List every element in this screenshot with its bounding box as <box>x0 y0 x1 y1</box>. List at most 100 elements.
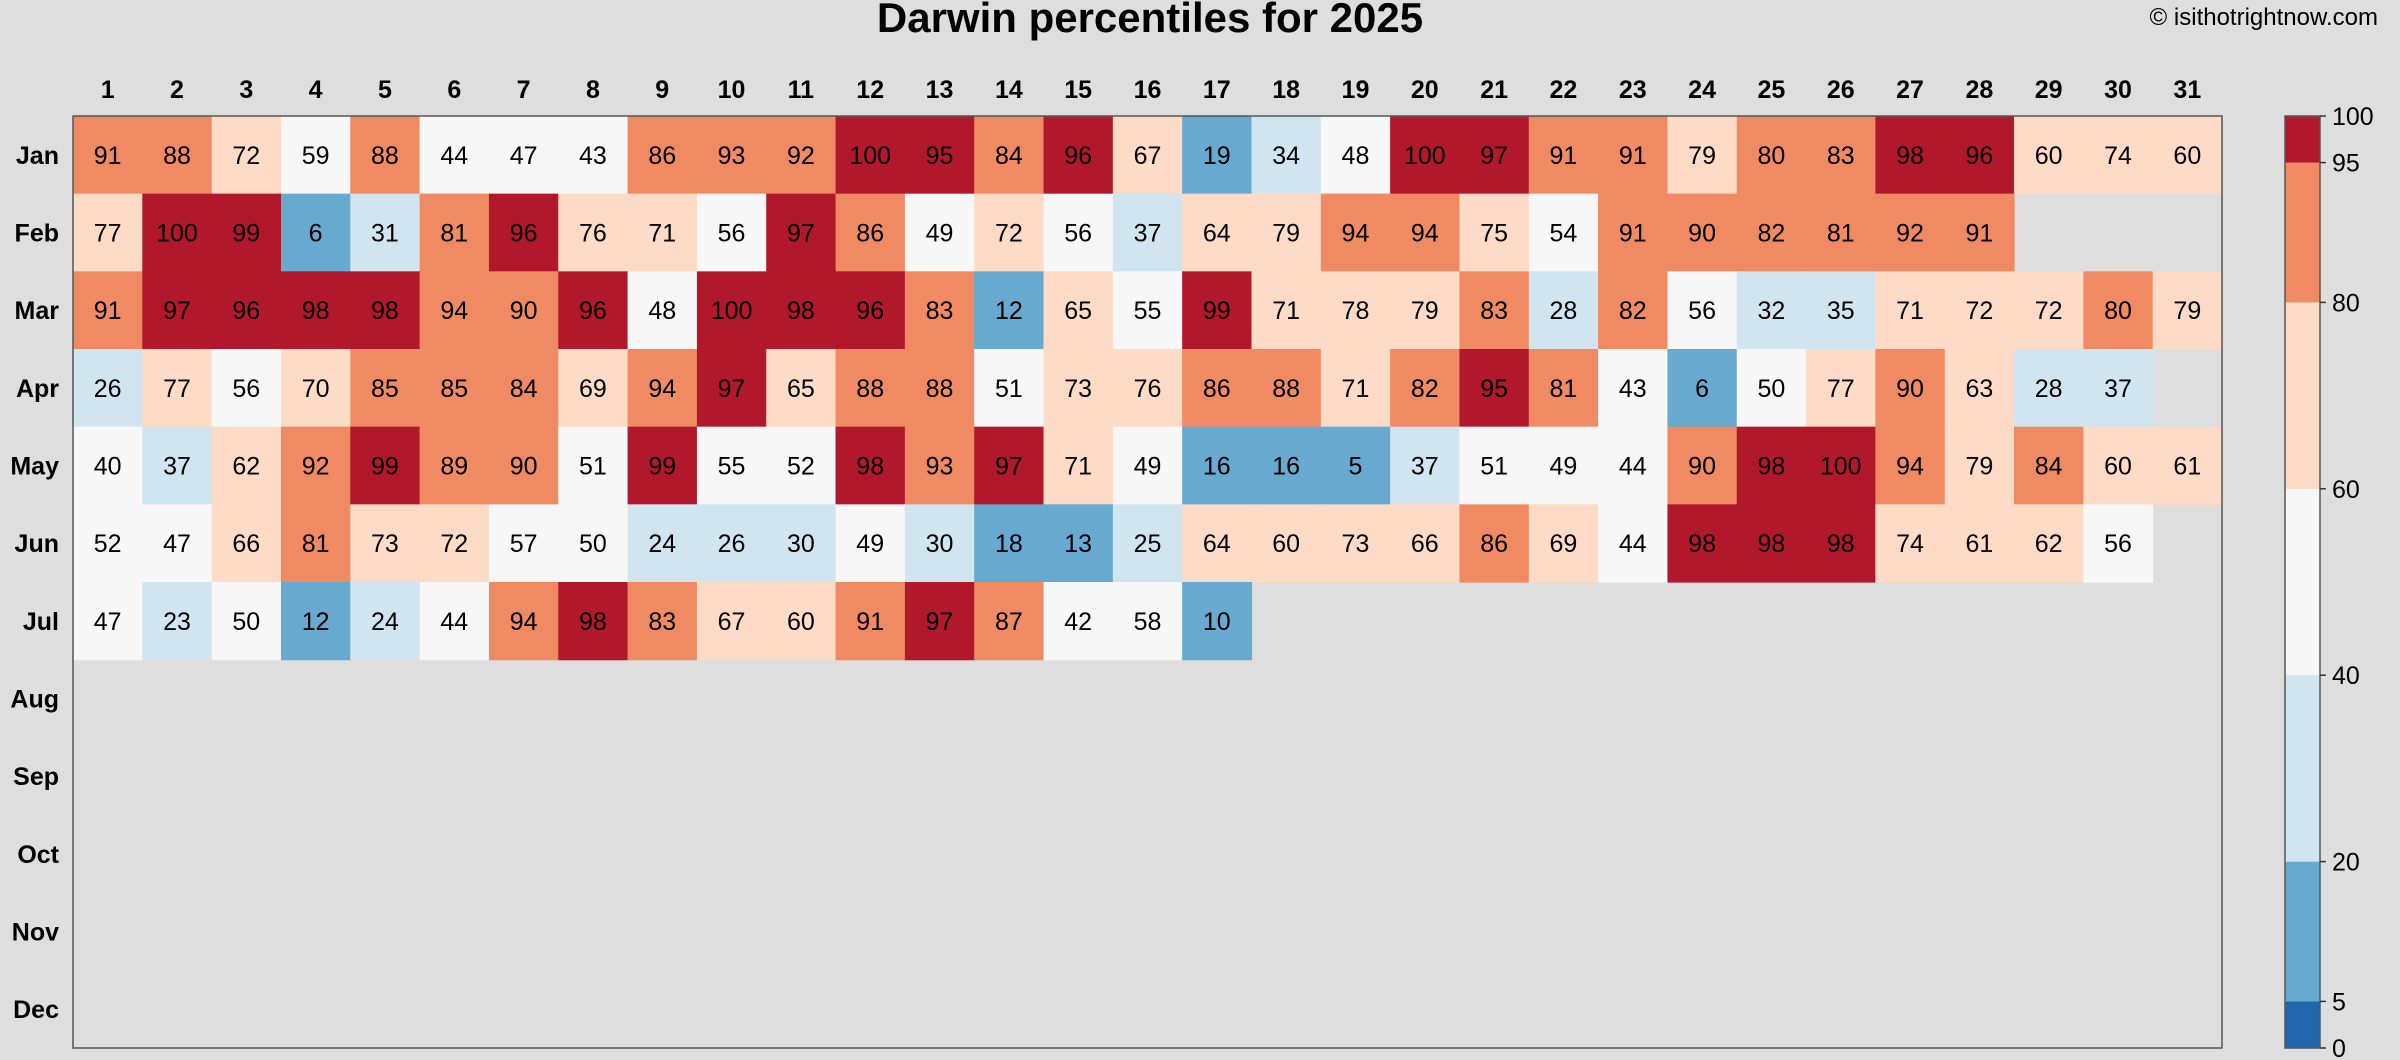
cell-value-label: 96 <box>1064 142 1092 170</box>
cell-value-label: 79 <box>2173 297 2201 325</box>
heatmap-cell-jun-28 <box>1944 504 2015 583</box>
cell-value-label: 56 <box>1064 220 1092 248</box>
heatmap-cell-mar-12 <box>835 271 906 350</box>
heatmap-cell-may-6 <box>419 426 490 505</box>
heatmap-cell-mar-29 <box>2014 271 2084 350</box>
x-tick-label: 6 <box>447 76 461 104</box>
cell-value-label: 96 <box>510 220 538 248</box>
cell-value-label: 72 <box>440 530 468 558</box>
heatmap-cell-jun-24 <box>1667 504 1738 583</box>
heatmap-cell-jan-20 <box>1390 116 1461 195</box>
cell-value-label: 60 <box>2104 453 2132 481</box>
y-tick-label: Sep <box>13 763 59 791</box>
cell-value-label: 32 <box>1757 297 1785 325</box>
x-tick-label: 5 <box>378 76 392 104</box>
heatmap-cell-jul-15 <box>1043 582 1114 661</box>
heatmap-cell-jan-10 <box>696 116 767 195</box>
heatmap-cell-jan-12 <box>835 116 906 195</box>
cell-value-label: 64 <box>1203 530 1231 558</box>
heatmap-cell-jun-1 <box>73 504 143 583</box>
cell-value-label: 12 <box>995 297 1023 325</box>
cell-value-label: 44 <box>1619 453 1647 481</box>
heatmap-cell-mar-16 <box>1112 271 1183 350</box>
colorbar-tick-label: 100 <box>2332 103 2374 131</box>
heatmap-cell-jan-30 <box>2083 116 2154 195</box>
heatmap-cell-mar-30 <box>2083 271 2154 350</box>
cell-value-label: 74 <box>1896 530 1924 558</box>
cell-value-label: 10 <box>1203 608 1231 636</box>
cell-value-label: 78 <box>1342 297 1370 325</box>
cell-value-label: 47 <box>94 608 122 636</box>
heatmap-cell-apr-17 <box>1182 349 1253 428</box>
heatmap-cell-jun-5 <box>350 504 421 583</box>
cell-value-label: 91 <box>94 297 122 325</box>
cell-value-label: 94 <box>1411 220 1439 248</box>
cell-value-label: 62 <box>2035 530 2063 558</box>
colorbar-tick-label: 80 <box>2332 289 2360 317</box>
heatmap-cell-feb-22 <box>1528 193 1599 272</box>
heatmap-cell-jun-19 <box>1320 504 1391 583</box>
x-tick-label: 25 <box>1757 76 1785 104</box>
x-tick-label: 24 <box>1688 76 1716 104</box>
copyright-watermark: © isithotrightnow.com <box>2149 4 2378 31</box>
cell-value-label: 90 <box>1688 220 1716 248</box>
x-tick-label: 22 <box>1550 76 1578 104</box>
cell-value-label: 85 <box>371 375 399 403</box>
cell-value-label: 23 <box>163 608 191 636</box>
cell-value-label: 83 <box>648 608 676 636</box>
heatmap-cell-may-10 <box>696 426 767 505</box>
cell-value-label: 61 <box>1965 530 1993 558</box>
heatmap-cell-jul-11 <box>766 582 837 661</box>
cell-value-label: 99 <box>648 453 676 481</box>
heatmap-cell-mar-28 <box>1944 271 2015 350</box>
heatmap-cell-jun-3 <box>211 504 282 583</box>
cell-value-label: 91 <box>1619 142 1647 170</box>
heatmap-cell-jul-9 <box>627 582 698 661</box>
heatmap-cell-jul-13 <box>904 582 975 661</box>
colorbar-bin <box>2285 302 2320 489</box>
cell-value-label: 98 <box>1896 142 1924 170</box>
cell-value-label: 56 <box>2104 530 2132 558</box>
heatmap-cell-jun-17 <box>1182 504 1253 583</box>
heatmap-cell-feb-25 <box>1736 193 1807 272</box>
heatmap-cell-may-19 <box>1320 426 1391 505</box>
cell-value-label: 98 <box>1757 453 1785 481</box>
x-tick-label: 8 <box>586 76 600 104</box>
heatmap-cell-may-15 <box>1043 426 1114 505</box>
cell-value-label: 95 <box>1480 375 1508 403</box>
heatmap-cell-jan-15 <box>1043 116 1114 195</box>
cell-value-label: 79 <box>1965 453 1993 481</box>
y-axis-ticks: Jan Feb Mar Apr May Jun Jul Aug Sep Oct Nov Dec <box>10 142 59 1024</box>
cell-value-label: 62 <box>232 453 260 481</box>
colorbar-frame <box>2284 115 2321 1049</box>
heatmap-cell-mar-11 <box>766 271 837 350</box>
cell-value-label: 65 <box>1064 297 1092 325</box>
cell-value-label: 13 <box>1064 530 1092 558</box>
cell-value-label: 98 <box>371 297 399 325</box>
cell-value-label: 90 <box>1688 453 1716 481</box>
heatmap-cell-mar-7 <box>488 271 559 350</box>
y-tick-label: Nov <box>12 919 59 947</box>
cell-value-label: 98 <box>1757 530 1785 558</box>
cell-value-label: 30 <box>926 530 954 558</box>
cell-value-label: 90 <box>1896 375 1924 403</box>
heatmap-cell-jan-22 <box>1528 116 1599 195</box>
colorbar-tick-label: 40 <box>2332 662 2360 690</box>
cell-value-label: 100 <box>711 297 753 325</box>
heatmap-cell-mar-4 <box>280 271 351 350</box>
cell-value-label: 93 <box>926 453 954 481</box>
cell-value-label: 89 <box>440 453 468 481</box>
cell-value-label: 82 <box>1411 375 1439 403</box>
heatmap-cell-mar-5 <box>350 271 421 350</box>
cell-value-label: 98 <box>1827 530 1855 558</box>
heatmap-cell-may-26 <box>1806 426 1876 505</box>
heatmap-cell-feb-23 <box>1598 193 1669 272</box>
cell-value-label: 44 <box>440 608 468 636</box>
heatmap-cell-may-5 <box>350 426 421 505</box>
heatmap-cell-feb-14 <box>974 193 1045 272</box>
cell-value-label: 83 <box>1827 142 1855 170</box>
heatmap-cell-jun-11 <box>766 504 837 583</box>
x-tick-label: 17 <box>1203 76 1231 104</box>
x-tick-label: 23 <box>1619 76 1647 104</box>
heatmap-cell-may-27 <box>1875 426 1946 505</box>
